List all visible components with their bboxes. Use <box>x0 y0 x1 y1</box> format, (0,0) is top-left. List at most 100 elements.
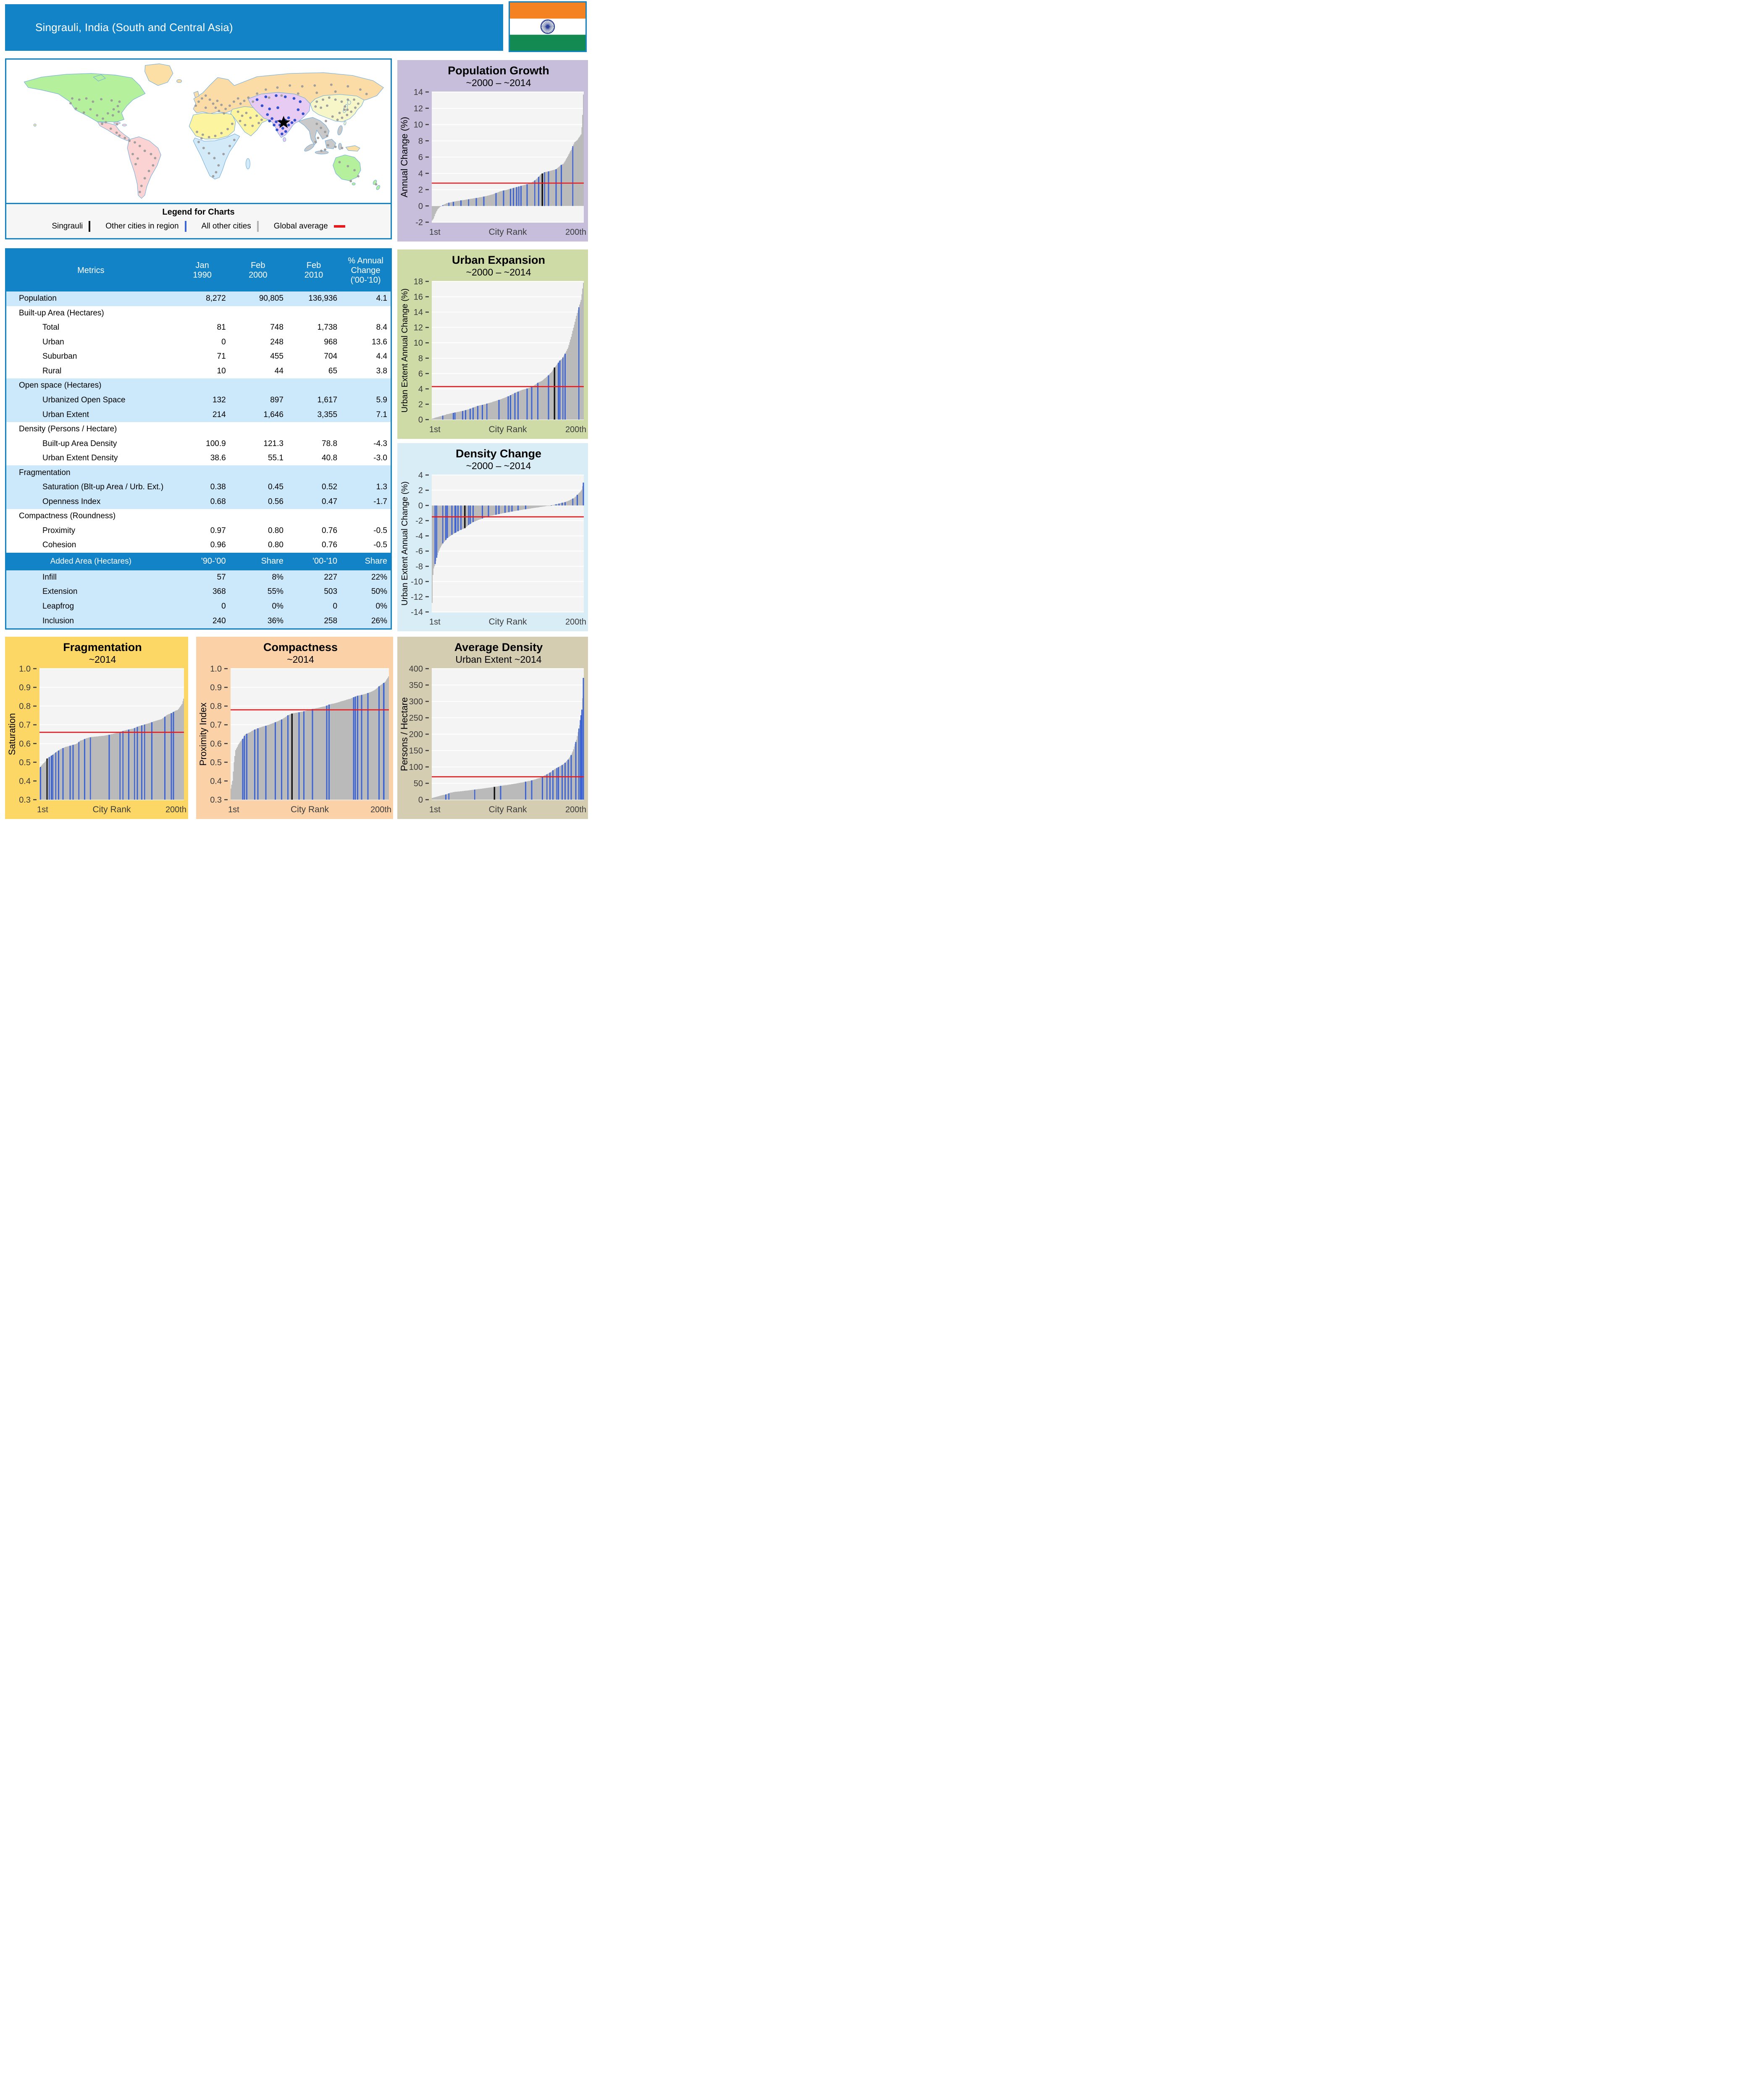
city-dot <box>104 121 107 123</box>
legend-item-other-cities-in-region: Other cities in region <box>105 221 186 232</box>
city-dot <box>328 96 331 99</box>
city-dot <box>109 127 112 130</box>
svg-text:1st: 1st <box>429 425 441 434</box>
legend-items: Singrauli Other cities in region All other… <box>6 221 391 232</box>
row-label: Compactness (Roundness) <box>19 512 116 521</box>
region-city-dot <box>290 121 294 124</box>
svg-text:0: 0 <box>418 202 423 211</box>
city-dot <box>123 136 126 139</box>
row-label: Built-up Area (Hectares) <box>19 308 104 318</box>
map-region-south_central_asia <box>247 92 311 138</box>
svg-text:200th: 200th <box>165 805 186 814</box>
city-dot <box>106 112 109 115</box>
row-label: Infill <box>6 570 176 585</box>
row-value: 81 <box>217 323 226 332</box>
row-value: 1,617 <box>286 393 341 408</box>
city-dot <box>89 108 92 111</box>
city-dot <box>71 97 74 100</box>
city-dot <box>140 184 143 187</box>
map-region-latin_america <box>97 121 130 141</box>
city-dot <box>232 100 235 103</box>
table-row: Urban Extent 214 1,646 3,355 7.1 <box>6 407 391 422</box>
city-dot <box>375 183 378 186</box>
svg-text:12: 12 <box>414 104 423 113</box>
svg-text:350: 350 <box>409 681 423 690</box>
svg-text:0: 0 <box>418 795 423 805</box>
map-region-southeast_asia <box>298 117 330 145</box>
svg-text:4: 4 <box>418 169 423 178</box>
svg-text:16: 16 <box>414 293 423 302</box>
svg-text:6: 6 <box>418 153 423 162</box>
region-city-dot <box>297 108 300 111</box>
city-dot <box>147 170 150 173</box>
table-row: Infill 57 8% 227 22% <box>6 570 391 585</box>
city-dot <box>350 110 353 113</box>
svg-text:8: 8 <box>418 136 423 146</box>
row-value: 227 <box>286 570 341 585</box>
legend-title: Legend for Charts <box>162 207 235 217</box>
row-value: 100.9 <box>206 439 226 448</box>
region-city-dot <box>276 128 278 131</box>
city-dot <box>118 134 121 137</box>
city-dot <box>322 98 325 101</box>
row-label: Proximity <box>42 526 76 535</box>
map-island <box>246 158 250 169</box>
svg-text:400: 400 <box>409 664 423 674</box>
city-dot <box>239 102 242 105</box>
city-dot <box>204 94 207 97</box>
city-dot <box>201 133 204 136</box>
city-dot <box>96 114 99 117</box>
row-label: Extension <box>6 585 176 599</box>
svg-text:50: 50 <box>414 779 423 788</box>
row-value: 36% <box>229 614 287 628</box>
region-city-dot <box>264 95 268 98</box>
region-city-dot <box>255 98 259 101</box>
singrauli-star-marker <box>277 116 291 128</box>
city-dot <box>115 131 118 134</box>
city-dot <box>85 97 88 100</box>
row-label: Open space (Hectares) <box>6 378 176 393</box>
svg-text:Persons / Hectare: Persons / Hectare <box>399 697 410 771</box>
row-label: Leapfrog <box>6 599 176 614</box>
city-dot <box>128 139 131 142</box>
city-dot <box>101 122 104 125</box>
table-row: Urban 0 248 968 13.6 <box>6 335 391 350</box>
map-region-north_america <box>24 73 146 122</box>
report-page: Singrauli, India (South and Central Asia… <box>0 0 588 819</box>
row-value: 44 <box>274 366 284 375</box>
map-island <box>283 137 286 142</box>
table-row: Leapfrog 0 0% 0 0% <box>6 599 391 614</box>
table-row: Density (Persons / Hectare) <box>6 422 391 437</box>
row-value <box>176 509 229 524</box>
svg-text:Average Density: Average Density <box>454 641 543 654</box>
row-value <box>341 306 391 321</box>
city-dot <box>264 88 267 91</box>
svg-text:-10: -10 <box>411 578 423 587</box>
city-dot <box>315 100 318 103</box>
row-value: 0.96 <box>210 541 226 550</box>
table-row: Suburban 71 455 704 4.4 <box>6 349 391 364</box>
row-value: 55% <box>229 585 287 599</box>
city-dot <box>325 120 327 122</box>
city-dot <box>150 152 152 155</box>
row-value: 0.68 <box>175 494 229 509</box>
svg-text:~2014: ~2014 <box>287 654 314 665</box>
region-city-dot <box>268 119 271 123</box>
row-label: Inclusion <box>6 614 176 628</box>
india-flag <box>509 1 587 52</box>
city-dot <box>143 177 146 180</box>
svg-text:Urban Extent Annual Change (%): Urban Extent Annual Change (%) <box>400 481 410 606</box>
row-value: 8% <box>229 570 287 585</box>
chart-population-growth: Population Growth ~2000 – ~2014 -2 0 2 4 6 8 10 1… <box>397 60 588 242</box>
table-row: Fragmentation <box>6 465 391 480</box>
svg-text:Fragmentation: Fragmentation <box>63 641 142 654</box>
table-row: Extension 368 55% 503 50% <box>6 585 391 599</box>
svg-text:Saturation: Saturation <box>7 713 17 755</box>
row-label: Urban <box>42 337 64 346</box>
svg-text:Proximity Index: Proximity Index <box>198 703 208 766</box>
row-value: 240 <box>175 614 229 628</box>
chart-svg-population_growth: Population Growth~2000 – ~2014 -2 0 2 4 6 8 10 1… <box>399 64 586 237</box>
city-dot <box>197 100 200 103</box>
svg-text:300: 300 <box>409 697 423 706</box>
row-value <box>229 509 287 524</box>
